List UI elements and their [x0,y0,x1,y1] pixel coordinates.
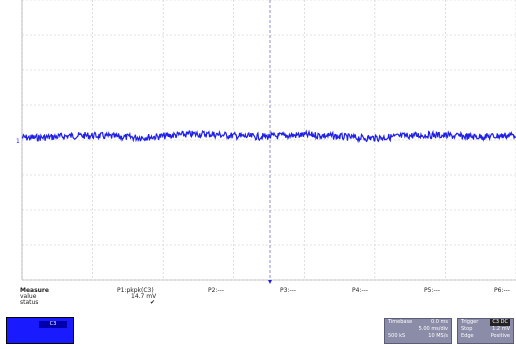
trigger-position-marker [268,280,272,284]
timebase-title: Timebase [388,319,413,325]
trigger-type: Edge [461,333,474,339]
measure-p4[interactable]: P4:--- [352,287,368,294]
channel-c3-descriptor[interactable]: C3 [6,317,74,344]
channel-tag: C3 [39,321,67,328]
measure-p3[interactable]: P3:--- [280,287,296,294]
trigger-channel-indicator: C3 DC [490,319,510,326]
measure-p5[interactable]: P5:--- [424,287,440,294]
measure-title: Measure [20,287,49,294]
timebase-panel[interactable]: Timebase 0.0 ms 5.00 ms/div 500 kS 10 MS/s [384,318,452,344]
graticule-grid [21,0,516,281]
measure-p1-name[interactable]: P1:pkpk(C3) [117,287,154,294]
timebase-samples: 500 kS [388,333,406,339]
trigger-title: Trigger [461,319,479,325]
timebase-scale: 5.00 ms/div [418,326,448,332]
trigger-mode: Stop [461,326,473,332]
trigger-panel[interactable]: Trigger C3 DC Stop 1.2 mV Edge Positive [457,318,514,344]
measure-p2[interactable]: P2:--- [208,287,224,294]
measure-row-status-label: status [20,299,39,306]
timebase-delay: 0.0 ms [430,319,448,325]
trigger-level-marker: 1 [16,138,20,145]
measure-p6[interactable]: P6:--- [494,287,510,294]
measure-p1-value: 14.7 mV [131,293,157,300]
trigger-level: 1.2 mV [492,326,510,332]
timebase-rate: 10 MS/s [428,333,448,339]
measure-row-value-label: value [20,293,37,300]
waveform-trace-c3 [21,129,516,144]
trigger-slope: Positive [490,333,510,339]
measure-p1-status-check: ✔ [150,299,156,306]
